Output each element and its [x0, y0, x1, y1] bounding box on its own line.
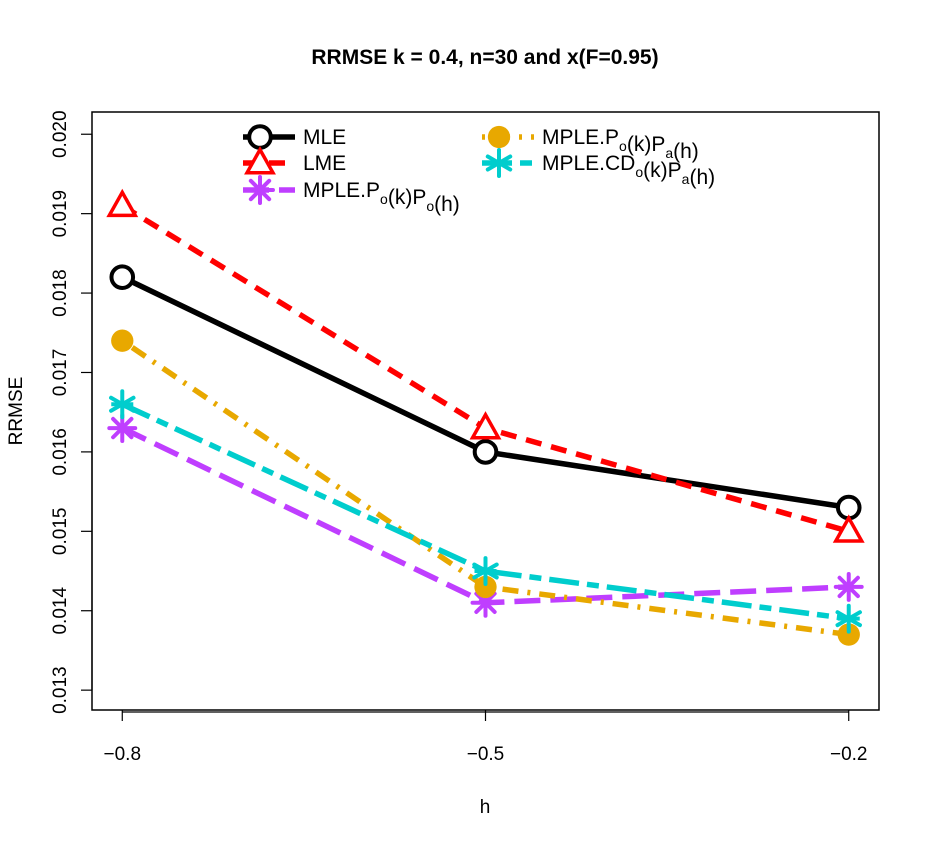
legend-label: MPLE.Po(k)Pa(h)	[542, 126, 699, 163]
y-tick-label: 0.013	[50, 666, 71, 714]
x-axis-label: h	[480, 797, 491, 818]
data-point-mle	[109, 264, 136, 290]
legend-label: MPLE.Po(k)Po(h)	[303, 179, 460, 216]
legend-entry-mple-po-k-po-h: MPLE.Po(k)Po(h)	[243, 175, 460, 216]
y-tick-label: 0.019	[50, 190, 71, 238]
series-mle	[109, 264, 862, 521]
series-mple-po-k-pa-h	[111, 329, 860, 646]
legend-marker	[245, 175, 275, 205]
series-mple-po-k-po-h	[107, 413, 864, 618]
legend-entry-mle: MLE	[243, 124, 346, 150]
y-tick-label: 0.016	[50, 428, 71, 476]
legend-label: MPLE.CDo(k)Pa(h)	[542, 152, 715, 189]
data-point-mple-po-k-po-h	[833, 571, 864, 602]
y-axis-label: RRMSE	[6, 377, 27, 446]
series-mple-cdo-k-pa-h	[109, 389, 862, 634]
legend-label: LME	[303, 152, 346, 175]
legend-marker	[487, 125, 511, 149]
data-point-mple-po-k-po-h	[107, 413, 138, 444]
y-tick-label: 0.014	[50, 587, 71, 635]
legend-label: MLE	[303, 126, 346, 149]
series-line-mple-po-k-pa-h	[120, 338, 850, 638]
x-tick-label: −0.8	[104, 744, 142, 765]
legend: MLE LME MPLE.Po(k)Po(h) MPLE.Po(k)Pa(h)MPLE…	[243, 124, 715, 216]
series-layer	[106, 188, 865, 646]
data-point-lme	[106, 188, 139, 218]
x-tick-label: −0.2	[830, 744, 868, 765]
data-point-mple-po-k-pa-h	[111, 329, 134, 352]
series-lme	[106, 188, 865, 543]
data-point-lme	[469, 411, 502, 440]
series-line-mple-cdo-k-pa-h	[121, 401, 850, 622]
y-tick-label: 0.018	[50, 269, 71, 317]
y-tick-label: 0.020	[50, 110, 71, 158]
data-point-lme	[832, 514, 865, 543]
data-point-mple-cdo-k-pa-h	[472, 556, 499, 586]
y-axis: 0.013 0.014 0.015 0.016 0.017 0.018 0.019 0.020	[50, 110, 93, 714]
series-line-mle	[121, 274, 850, 511]
data-point-mple-cdo-k-pa-h	[835, 603, 862, 634]
data-point-mle	[472, 439, 499, 465]
y-tick-label: 0.015	[50, 508, 71, 556]
y-tick-label: 0.017	[50, 349, 71, 397]
data-point-mple-po-k-pa-h	[474, 575, 497, 599]
x-tick-label: −0.5	[467, 744, 505, 765]
legend-entry-lme: LME	[243, 146, 346, 175]
legend-entry-mple-po-k-pa-h: MPLE.Po(k)Pa(h)	[482, 125, 699, 163]
legend-marker	[485, 148, 513, 178]
chart-title: RRMSE k = 0.4, n=30 and x(F=0.95)	[311, 46, 658, 69]
x-axis: −0.8 −0.5 −0.2	[104, 710, 868, 765]
legend-marker	[247, 124, 273, 150]
legend-entry-mple-cdo-k-pa-h: MPLE.CDo(k)Pa(h)	[482, 148, 715, 189]
data-point-mple-po-k-pa-h	[837, 623, 860, 646]
legend-marker	[244, 146, 276, 175]
data-point-mple-cdo-k-pa-h	[109, 389, 136, 420]
